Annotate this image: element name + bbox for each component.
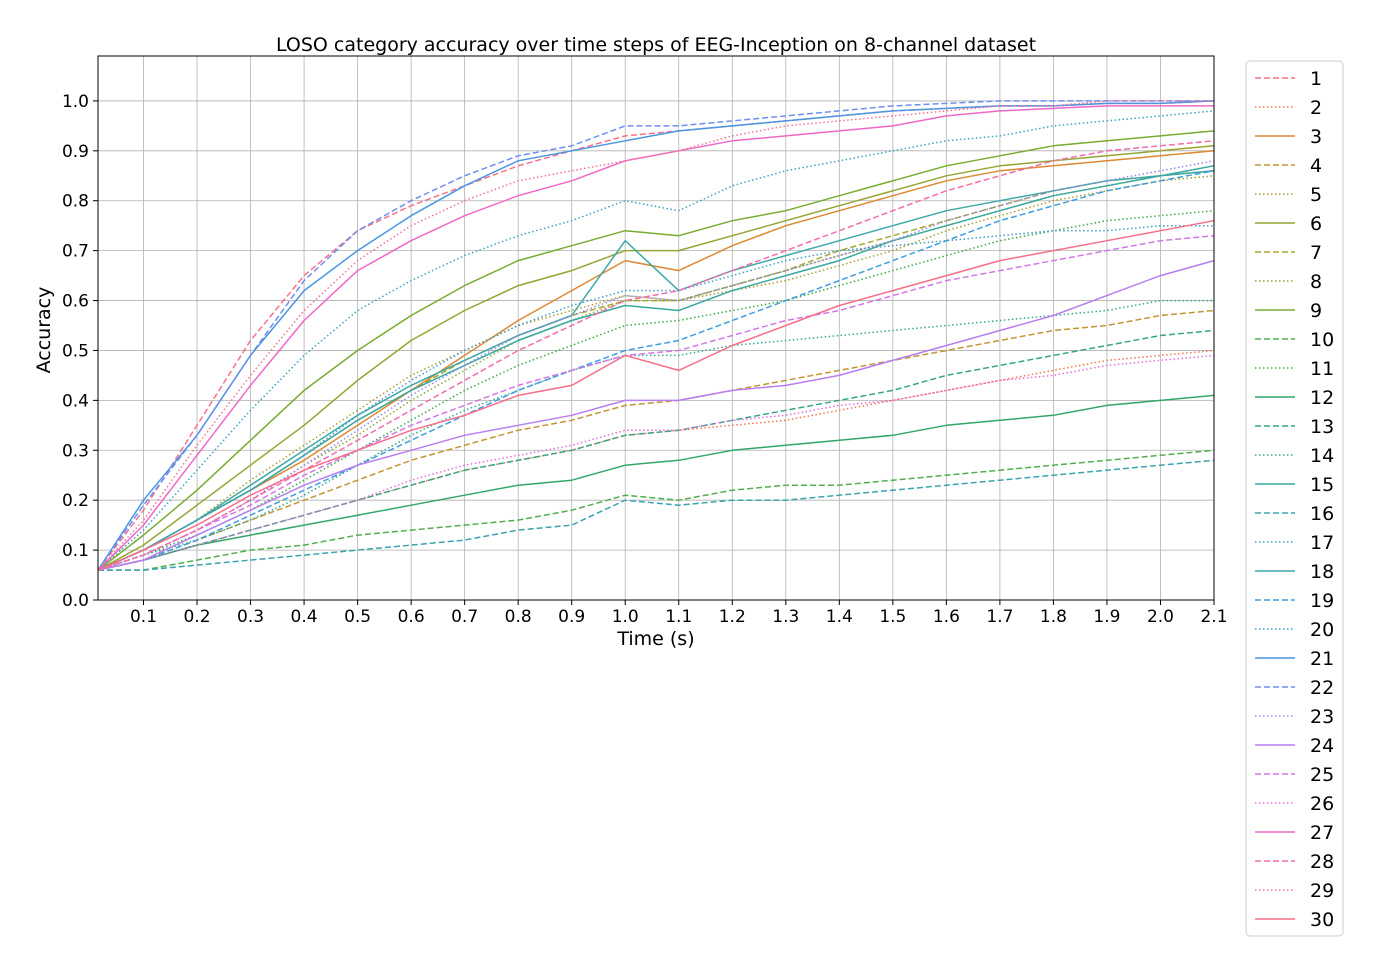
x-tick-label: 1.8 bbox=[1040, 607, 1067, 627]
series-lines bbox=[97, 100, 1215, 571]
legend-label-30: 30 bbox=[1310, 909, 1334, 931]
chart-title: LOSO category accuracy over time steps o… bbox=[276, 34, 1036, 56]
legend-label-12: 12 bbox=[1310, 387, 1334, 409]
x-axis: 0.1 0.2 0.3 0.4 0.5 0.6 0.7 0.8 0.9 1.0 1.1 1.2 1.3 1… bbox=[130, 600, 1228, 627]
series-line-19 bbox=[97, 170, 1215, 571]
x-tick-label: 0.4 bbox=[291, 607, 318, 627]
x-tick-label: 2.1 bbox=[1200, 607, 1227, 627]
x-tick-label: 1.3 bbox=[772, 607, 799, 627]
series-line-28 bbox=[97, 140, 1215, 571]
legend-label-20: 20 bbox=[1310, 619, 1334, 641]
y-tick-label: 0.3 bbox=[62, 441, 89, 461]
series-line-12 bbox=[97, 394, 1215, 571]
x-axis-label: Time (s) bbox=[616, 628, 694, 650]
series-line-6 bbox=[97, 145, 1215, 571]
legend-frame bbox=[1245, 60, 1344, 937]
x-tick-label: 1.1 bbox=[665, 607, 692, 627]
legend-label-13: 13 bbox=[1310, 416, 1334, 438]
series-line-4 bbox=[97, 309, 1215, 571]
x-tick-label: 0.5 bbox=[344, 607, 371, 627]
series-line-29 bbox=[97, 100, 1214, 571]
legend-label-22: 22 bbox=[1310, 677, 1334, 699]
series-line-10 bbox=[98, 449, 1215, 571]
legend-label-9: 9 bbox=[1310, 300, 1322, 322]
y-tick-label: 0.2 bbox=[62, 491, 89, 511]
legend-label-8: 8 bbox=[1310, 271, 1322, 293]
legend-label-25: 25 bbox=[1310, 764, 1334, 786]
series-line-18 bbox=[97, 170, 1215, 571]
x-tick-label: 0.7 bbox=[451, 607, 478, 627]
legend-label-17: 17 bbox=[1310, 532, 1334, 554]
series-line-24 bbox=[97, 259, 1215, 571]
legend-label-18: 18 bbox=[1310, 561, 1334, 583]
x-tick-label: 0.3 bbox=[237, 607, 264, 627]
series-line-20 bbox=[97, 224, 1214, 571]
legend-label-11: 11 bbox=[1310, 358, 1334, 380]
legend-label-1: 1 bbox=[1310, 68, 1322, 90]
series-line-16 bbox=[98, 459, 1215, 571]
x-tick-label: 0.1 bbox=[130, 607, 157, 627]
x-tick-label: 0.9 bbox=[558, 607, 585, 627]
x-tick-label: 0.8 bbox=[505, 607, 532, 627]
legend-label-15: 15 bbox=[1310, 474, 1334, 496]
legend-label-10: 10 bbox=[1310, 329, 1334, 351]
legend-label-7: 7 bbox=[1310, 242, 1322, 264]
legend-label-19: 19 bbox=[1310, 590, 1334, 612]
y-tick-label: 0.0 bbox=[62, 591, 89, 611]
y-axis: 0.0 0.1 0.2 0.3 0.4 0.5 0.6 0.7 0.8 0.9 1.0 bbox=[62, 92, 98, 611]
legend-label-16: 16 bbox=[1310, 503, 1334, 525]
x-tick-label: 2.0 bbox=[1147, 607, 1174, 627]
legend-label-6: 6 bbox=[1310, 213, 1322, 235]
legend-label-4: 4 bbox=[1310, 155, 1322, 177]
legend-label-29: 29 bbox=[1310, 880, 1334, 902]
x-tick-label: 0.6 bbox=[398, 607, 425, 627]
series-line-9 bbox=[97, 130, 1215, 571]
legend-label-27: 27 bbox=[1310, 822, 1334, 844]
legend-label-24: 24 bbox=[1310, 735, 1334, 757]
x-tick-label: 0.2 bbox=[183, 607, 210, 627]
legend-label-21: 21 bbox=[1310, 648, 1334, 670]
series-line-25 bbox=[97, 234, 1215, 571]
legend: 1234567891011121314151617181920212223242… bbox=[1245, 60, 1344, 937]
y-tick-label: 0.8 bbox=[62, 192, 89, 212]
y-tick-label: 0.1 bbox=[62, 541, 89, 561]
legend-label-26: 26 bbox=[1310, 793, 1334, 815]
y-tick-label: 0.5 bbox=[62, 341, 89, 361]
x-tick-label: 1.4 bbox=[826, 607, 853, 627]
series-line-30 bbox=[97, 219, 1215, 571]
y-tick-label: 0.7 bbox=[62, 242, 89, 262]
series-line-22 bbox=[97, 100, 1214, 571]
x-tick-label: 1.0 bbox=[612, 607, 639, 627]
legend-label-2: 2 bbox=[1310, 97, 1322, 119]
legend-label-23: 23 bbox=[1310, 706, 1334, 728]
legend-label-14: 14 bbox=[1310, 445, 1334, 467]
y-tick-label: 1.0 bbox=[62, 92, 89, 112]
series-line-13 bbox=[97, 329, 1215, 571]
legend-label-3: 3 bbox=[1310, 126, 1322, 148]
plot-frame bbox=[97, 55, 1215, 601]
series-line-17 bbox=[97, 110, 1215, 571]
y-tick-label: 0.4 bbox=[62, 391, 89, 411]
series-line-5 bbox=[97, 175, 1215, 571]
y-tick-label: 0.9 bbox=[62, 142, 89, 162]
legend-label-28: 28 bbox=[1310, 851, 1334, 873]
x-tick-label: 1.2 bbox=[719, 607, 746, 627]
x-tick-label: 1.7 bbox=[986, 607, 1013, 627]
series-line-26 bbox=[97, 354, 1215, 571]
y-tick-label: 0.6 bbox=[62, 292, 89, 312]
x-tick-label: 1.5 bbox=[879, 607, 906, 627]
y-axis-label: Accuracy bbox=[33, 287, 55, 374]
x-tick-label: 1.6 bbox=[933, 607, 960, 627]
x-tick-label: 1.9 bbox=[1093, 607, 1120, 627]
legend-label-5: 5 bbox=[1310, 184, 1322, 206]
